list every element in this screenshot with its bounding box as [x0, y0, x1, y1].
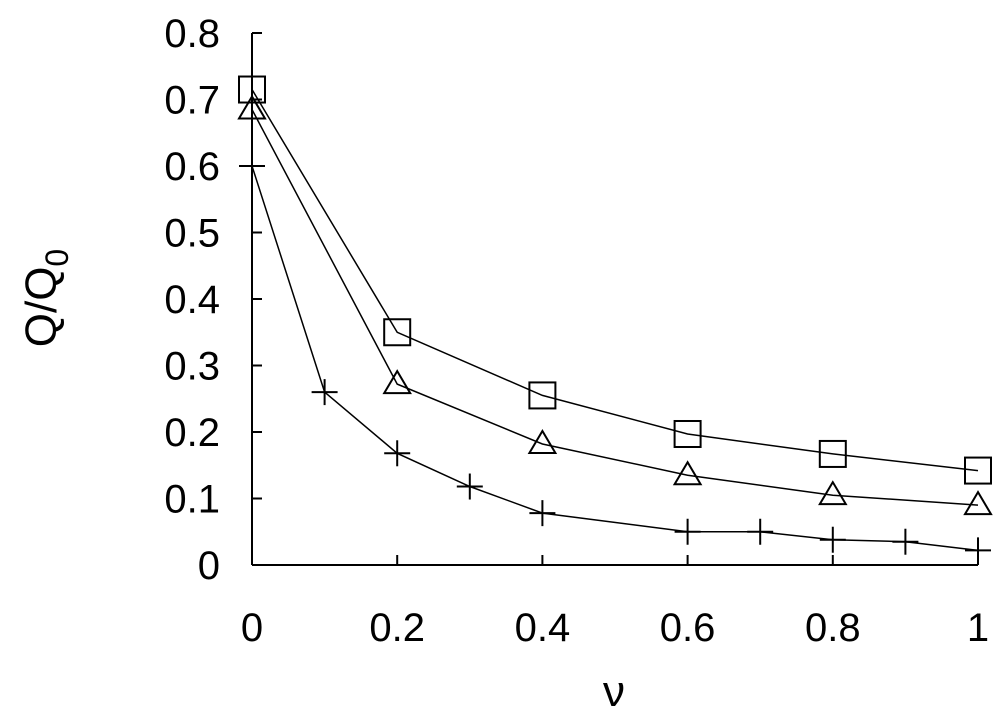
plus-point	[819, 526, 846, 553]
square-point	[383, 318, 412, 347]
chart-series	[237, 75, 993, 564]
triangle-point	[527, 429, 558, 454]
x-tick-label: 0.2	[369, 606, 425, 650]
y-tick-label: 0.7	[164, 79, 220, 123]
y-tick-label: 0.2	[164, 411, 220, 455]
x-tick-label: 0	[241, 606, 263, 650]
plus-point	[456, 473, 483, 500]
series-line	[251, 165, 979, 552]
triangle-point	[237, 94, 267, 120]
x-tick-label: 0.6	[660, 606, 716, 650]
y-tick-label: 0.3	[164, 345, 220, 389]
square-point	[238, 75, 266, 104]
square-point	[964, 456, 992, 485]
triangle-point	[382, 369, 412, 395]
plus-point	[892, 528, 919, 555]
y-axis-title-subscript: 0	[39, 249, 75, 267]
x-tick-label: 0.4	[515, 606, 571, 650]
plus-point	[384, 440, 411, 467]
triangle-point	[963, 490, 993, 516]
chart-axes	[251, 33, 978, 566]
square-point	[673, 419, 702, 448]
plus-point	[747, 518, 774, 545]
series-triangle	[237, 94, 993, 516]
y-tick-label: 0.1	[164, 478, 220, 522]
x-tick-label: 0.8	[805, 606, 861, 650]
y-tick-label: 0.5	[164, 212, 220, 256]
series-line	[251, 89, 979, 472]
series-line	[251, 109, 979, 506]
plus-point	[529, 500, 556, 527]
y-axis-ticks: 0 0.1 0.2 0.3 0.4 0.5 0.6 0.7 0.8	[164, 12, 262, 588]
x-axis-title: ν	[603, 667, 625, 716]
y-axis-title-group: Q/Q0	[17, 249, 75, 347]
x-axis-ticks: 0 0.2 0.4 0.6 0.8 1	[241, 555, 989, 650]
square-point	[528, 381, 557, 410]
y-axis-title-main: Q/Q	[17, 267, 66, 348]
y-tick-label: 0	[198, 544, 220, 588]
plus-point	[674, 518, 701, 545]
x-tick-label: 1	[967, 606, 989, 650]
y-tick-label: 0.4	[164, 278, 220, 322]
y-tick-label: 0.6	[164, 145, 220, 189]
plus-point	[239, 153, 265, 179]
series-plus	[239, 153, 991, 564]
square-point	[818, 439, 847, 468]
y-axis-title: Q/Q0	[17, 249, 75, 347]
triangle-point	[672, 460, 703, 486]
triangle-point	[818, 480, 848, 506]
y-tick-label: 0.8	[164, 12, 220, 56]
plus-point	[311, 379, 338, 406]
plus-point	[965, 537, 991, 564]
series-square	[238, 75, 992, 485]
